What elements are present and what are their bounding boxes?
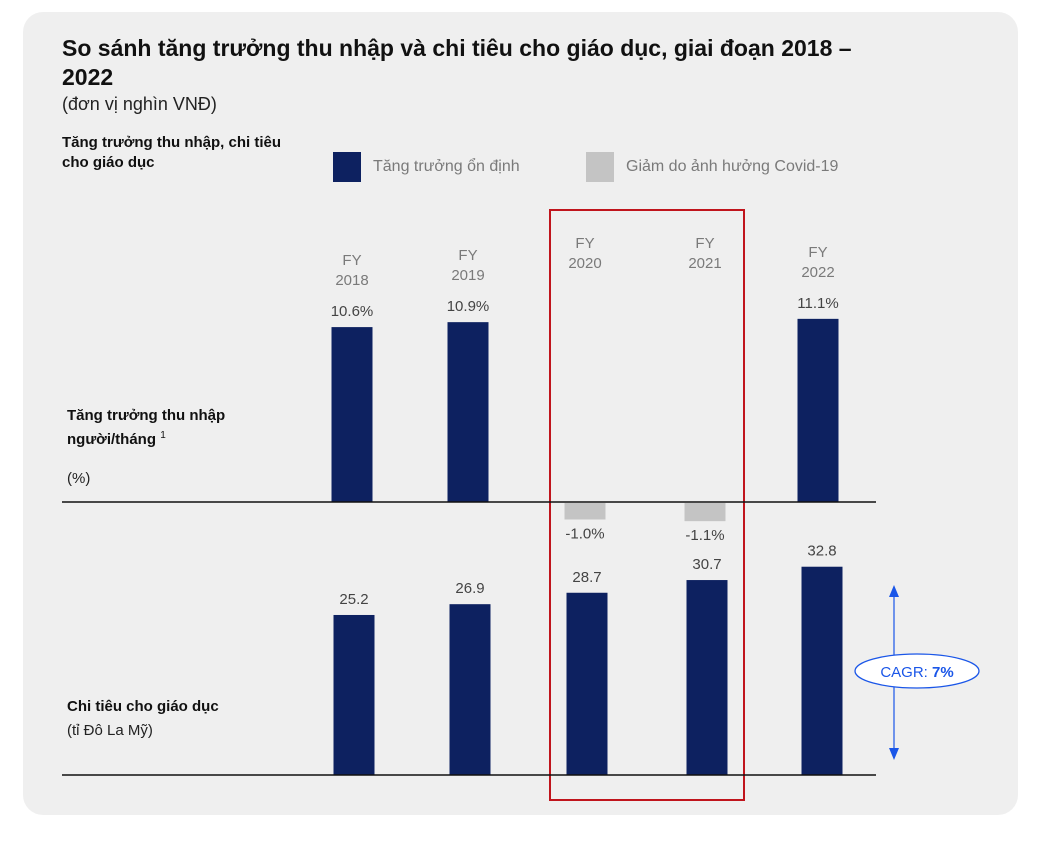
education-bar-fy-2018 <box>333 614 375 775</box>
left-heading: Tăng trưởng thu nhập, chi tiêu cho giáo … <box>62 134 282 171</box>
legend-label-covid: Giảm do ảnh hưởng Covid-19 <box>626 158 839 175</box>
chart-title: So sánh tăng trưởng thu nhập và chi tiêu… <box>62 35 852 90</box>
category-label-year: 2020 <box>568 255 601 272</box>
education-bar-fy-2020 <box>566 592 608 775</box>
education-row-label: Chi tiêu cho giáo dục <box>67 697 219 717</box>
income-value-label: -1.0% <box>565 526 604 543</box>
income-bar-fy-2020 <box>564 503 606 520</box>
chart-card <box>23 12 1018 815</box>
education-bar-fy-2021 <box>686 580 728 775</box>
education-value-label: 26.9 <box>455 580 484 597</box>
cagr-badge <box>854 653 980 689</box>
education-value-label: 32.8 <box>807 543 836 560</box>
category-label-year: 2019 <box>451 267 484 284</box>
covid-highlight-box <box>549 209 745 801</box>
category-label-fy: FY <box>458 247 477 264</box>
legend-item-stable: Tăng trưởng ổn định <box>333 152 520 182</box>
income-label-line1: Tăng trưởng thu nhập <box>67 407 226 424</box>
income-bar-fy-2019 <box>447 322 489 502</box>
education-unit: (tỉ Đô La Mỹ) <box>67 722 153 739</box>
income-footnote: 1 <box>160 430 166 441</box>
category-label-year: 2021 <box>688 255 721 272</box>
cagr-label: CAGR: 7% <box>880 664 953 681</box>
education-value-label: 25.2 <box>339 591 368 608</box>
income-bar-fy-2022 <box>797 318 839 502</box>
legend-item-covid: Giảm do ảnh hưởng Covid-19 <box>586 152 838 182</box>
income-value-label: -1.1% <box>685 527 724 544</box>
category-label-fy: FY <box>575 235 594 252</box>
legend-swatch-covid <box>586 152 614 182</box>
category-label-year: 2018 <box>335 272 368 289</box>
education-value-label: 30.7 <box>692 556 721 573</box>
income-row-label: Tăng trưởng thu nhập người/tháng 1 <box>67 406 225 450</box>
category-label-fy: FY <box>342 252 361 269</box>
education-value-label: 28.7 <box>572 569 601 586</box>
income-value-label: 10.9% <box>447 298 490 315</box>
category-label-fy: FY <box>808 244 827 261</box>
income-value-label: 11.1% <box>797 295 838 312</box>
chart-subtitle: (đơn vị nghìn VNĐ) <box>62 94 217 114</box>
education-bar-fy-2019 <box>449 604 491 775</box>
income-bar-fy-2018 <box>331 327 373 502</box>
legend-label-stable: Tăng trưởng ổn định <box>373 158 520 175</box>
income-unit: (%) <box>67 470 91 487</box>
cagr-arrow-down-icon <box>889 748 899 760</box>
category-label-fy: FY <box>695 235 714 252</box>
income-label-line2: người/tháng <box>67 431 157 448</box>
education-label: Chi tiêu cho giáo dục <box>67 698 219 715</box>
income-bar-fy-2021 <box>684 503 726 522</box>
education-bar-fy-2022 <box>801 566 843 775</box>
income-value-label: 10.6% <box>331 303 374 320</box>
legend-swatch-stable <box>333 152 361 182</box>
cagr-arrow-up-icon <box>889 585 899 597</box>
category-label-year: 2022 <box>801 264 834 281</box>
